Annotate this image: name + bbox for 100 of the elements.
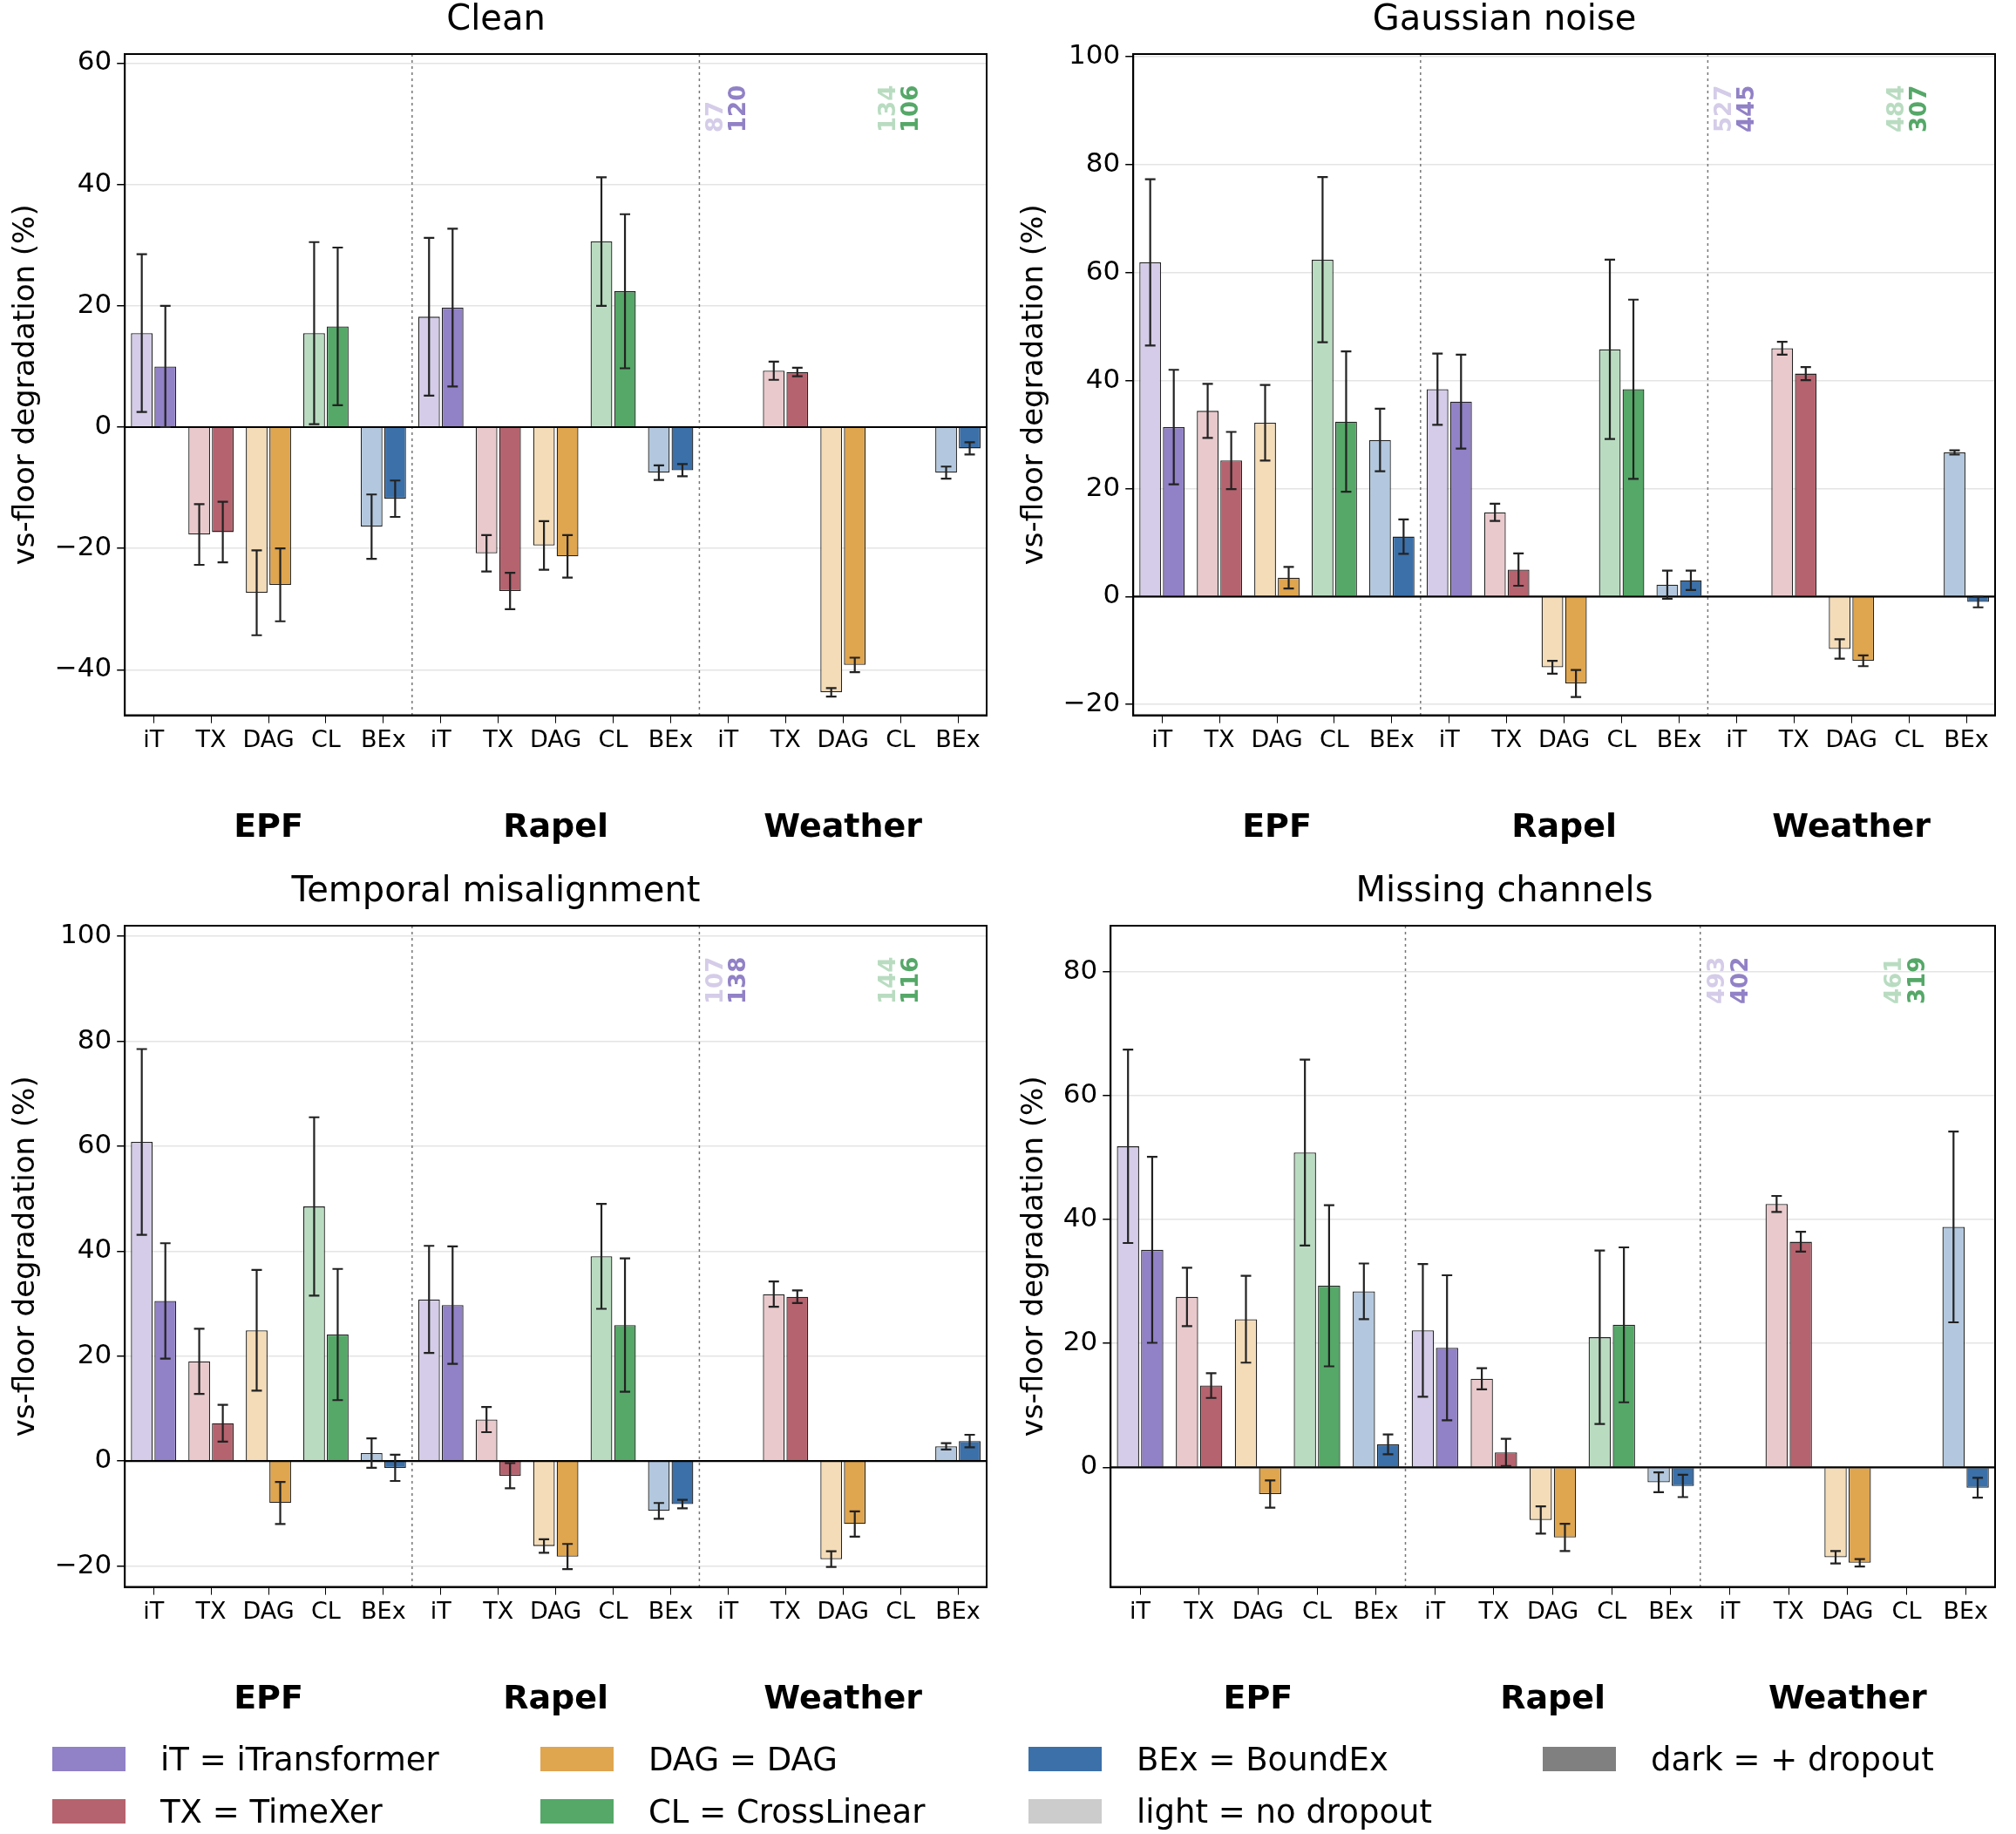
y-tick-label: 20 <box>1062 1325 1098 1357</box>
y-tick-label: 60 <box>1062 1077 1098 1109</box>
x-tick-label: iT <box>1726 724 1748 752</box>
x-tick-label: BEx <box>648 1596 694 1624</box>
y-axis-title: vs-floor degradation (%) <box>1015 1076 1050 1437</box>
x-tick-label: BEx <box>361 1596 406 1624</box>
legend-label: TX = TimeXer <box>160 1792 383 1831</box>
x-tick-label: BEx <box>1353 1596 1399 1624</box>
y-tick-label: 40 <box>77 166 112 198</box>
chart-title: Clean <box>446 0 546 38</box>
y-tick-label: 20 <box>77 1337 112 1369</box>
x-tick-label: TX <box>194 724 227 752</box>
x-tick-label: BEx <box>1369 724 1415 752</box>
text: 138 <box>724 956 751 1004</box>
y-tick-label: 80 <box>77 1022 112 1055</box>
x-tick-label: TX <box>482 1596 514 1624</box>
x-tick-label: TX <box>1203 724 1235 752</box>
y-tick-label: 60 <box>1085 254 1121 286</box>
text: Weather <box>1768 1677 1927 1716</box>
x-tick-label: iT <box>1438 724 1461 752</box>
y-tick-label: 40 <box>1062 1201 1098 1233</box>
x-tick-label: DAG <box>1537 724 1591 752</box>
x-tick-label: CL <box>1606 724 1637 752</box>
y-tick-label: 100 <box>60 918 112 950</box>
x-tick-label: iT <box>1719 1596 1741 1624</box>
text: light = no dropout <box>1137 1792 1432 1831</box>
x-tick-label: CL <box>1891 1596 1922 1624</box>
x-tick-label: TX <box>482 724 514 752</box>
x-tick-label: DAG <box>1825 724 1877 752</box>
text: Rapel <box>503 805 609 845</box>
x-tick-label: TX <box>1772 1596 1804 1624</box>
text: Rapel <box>1500 1677 1606 1716</box>
chart-title: Missing channels <box>1355 869 1653 910</box>
text: 445 <box>1733 85 1760 132</box>
x-tick-label: iT <box>717 1596 739 1624</box>
y-tick-label: 80 <box>1062 953 1098 985</box>
x-tick-label: BEx <box>935 724 981 752</box>
x-tick-label: DAG <box>1232 1596 1284 1624</box>
text: Rapel <box>503 1677 609 1716</box>
x-tick-label: iT <box>1424 1596 1446 1624</box>
y-tick-label: 40 <box>1085 362 1121 394</box>
y-tick-label: 60 <box>77 1127 112 1159</box>
x-tick-label: iT <box>1130 1596 1151 1624</box>
x-tick-label: BEx <box>1943 1596 1988 1624</box>
y-axis-title: vs-floor degradation (%) <box>6 1076 42 1437</box>
x-tick-label: CL <box>598 724 628 752</box>
text: 402 <box>1726 956 1753 1004</box>
x-tick-label: TX <box>1490 724 1523 752</box>
x-tick-label: DAG <box>529 1596 582 1624</box>
y-tick-label: 20 <box>77 287 112 319</box>
legend-label: iT = iTransformer <box>160 1740 439 1778</box>
y-axis-title: vs-floor degradation (%) <box>1015 204 1050 566</box>
text: EPF <box>234 1677 303 1716</box>
legend-label: BEx = BoundEx <box>1137 1740 1388 1778</box>
x-tick-label: BEx <box>648 724 694 752</box>
y-tick-label: 20 <box>1085 470 1121 502</box>
x-tick-label: DAG <box>1822 1596 1874 1624</box>
y-tick-label: 0 <box>94 1443 112 1475</box>
x-tick-label: CL <box>886 724 916 752</box>
x-tick-label: iT <box>430 1596 452 1624</box>
x-tick-label: DAG <box>817 1596 869 1624</box>
y-tick-label: 0 <box>1103 578 1121 610</box>
x-tick-label: iT <box>1151 724 1173 752</box>
y-axis-title: vs-floor degradation (%) <box>6 204 42 566</box>
text: Rapel <box>1511 805 1618 845</box>
chart-title: Temporal misalignment <box>290 869 701 910</box>
x-tick-label: iT <box>143 1596 165 1624</box>
text: Weather <box>764 1677 923 1716</box>
text: Weather <box>764 805 923 845</box>
y-tick-label: 0 <box>94 409 112 441</box>
x-tick-label: CL <box>310 1596 341 1624</box>
y-tick-label: −20 <box>1062 686 1121 718</box>
text: 120 <box>724 85 751 132</box>
x-tick-label: BEx <box>935 1596 981 1624</box>
x-tick-label: CL <box>1319 724 1349 752</box>
x-tick-label: CL <box>1597 1596 1627 1624</box>
x-tick-label: BEx <box>1656 724 1702 752</box>
y-tick-label: −40 <box>54 651 112 683</box>
text: EPF <box>1223 1677 1293 1716</box>
x-tick-label: DAG <box>529 724 582 752</box>
x-tick-label: TX <box>1777 724 1809 752</box>
x-tick-label: CL <box>1894 724 1924 752</box>
x-tick-label: DAG <box>1251 724 1303 752</box>
x-tick-label: BEx <box>361 724 406 752</box>
x-tick-label: BEx <box>1648 1596 1694 1624</box>
x-tick-label: iT <box>717 724 739 752</box>
x-tick-label: DAG <box>242 1596 295 1624</box>
text: Weather <box>1772 805 1931 845</box>
x-tick-label: iT <box>430 724 452 752</box>
chart-title: Gaussian noise <box>1372 0 1637 38</box>
x-tick-label: TX <box>769 1596 801 1624</box>
x-tick-label: CL <box>1302 1596 1332 1624</box>
x-tick-label: DAG <box>817 724 869 752</box>
y-tick-label: −20 <box>54 1547 112 1579</box>
x-tick-label: TX <box>1477 1596 1510 1624</box>
x-tick-label: TX <box>1183 1596 1215 1624</box>
text: EPF <box>1242 805 1312 845</box>
y-tick-label: −20 <box>54 530 112 562</box>
x-tick-label: iT <box>143 724 165 752</box>
y-tick-label: 100 <box>1069 38 1121 71</box>
